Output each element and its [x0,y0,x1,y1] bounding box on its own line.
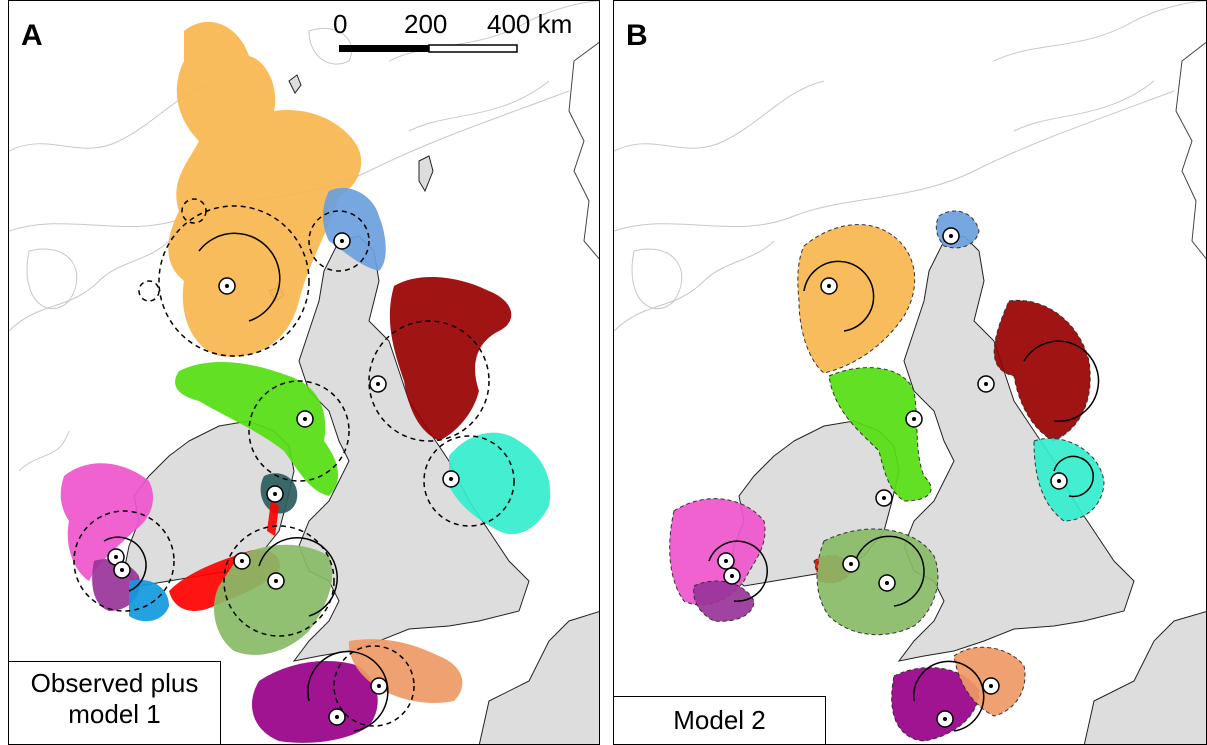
panel-a: A 0 200 400 km Observed plus model 1 [8,0,600,745]
scale-label-200: 200 [404,9,448,39]
region-darkred [389,276,512,441]
region-green [175,361,339,496]
panel-b: B Model 2 [613,0,1207,745]
region-lightgreen [816,528,939,636]
scale-bar [339,44,518,53]
region-cyan [129,579,169,622]
continent-land [478,611,599,744]
model2-arcs [708,260,1100,732]
caption-a-line1: Observed plus [30,668,199,698]
model1-ranges [73,198,515,727]
caption-a: Observed plus model 1 [9,661,221,744]
region-turquoise [449,432,551,535]
continent-land [1083,611,1206,744]
great-britain-land [897,235,1135,662]
caption-b: Model 2 [614,696,826,744]
region-blue [323,187,386,271]
region-magenta [251,661,378,743]
region-orange [797,224,916,374]
scale-label-0: 0 [333,9,348,39]
region-blue [935,210,980,249]
region-pink [669,498,766,606]
panel-letter-a: A [21,19,43,52]
map-b [614,1,1206,744]
region-lightgreen [214,544,333,655]
panel-letter-b: B [626,19,648,52]
scale-label-400: 400 km [487,9,573,39]
region-pink [60,463,154,581]
region-turquoise [1033,437,1105,522]
caption-a-line2: model 1 [68,699,161,729]
region-magenta [891,667,980,742]
map-a [9,1,599,744]
region-green [828,367,932,502]
region-orange [168,21,362,357]
model1-arcs [103,232,389,732]
site-markers-a [107,232,460,726]
region-purple [693,580,755,622]
site-markers-b [717,227,1068,728]
